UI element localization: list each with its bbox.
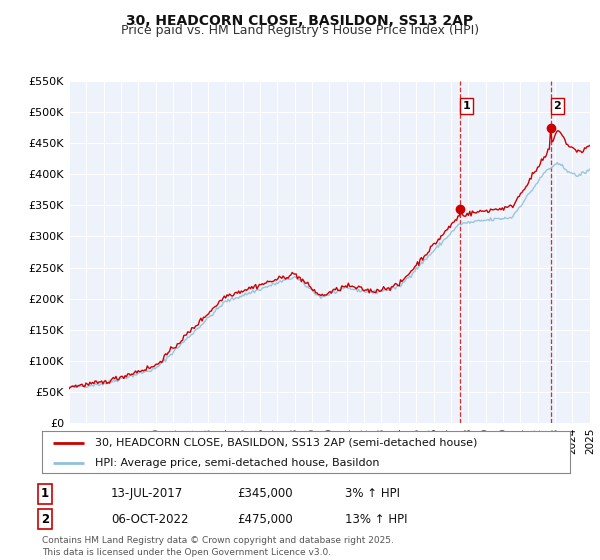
Text: Contains HM Land Registry data © Crown copyright and database right 2025.
This d: Contains HM Land Registry data © Crown c… — [42, 536, 394, 557]
Text: £345,000: £345,000 — [237, 487, 293, 501]
Text: 2: 2 — [41, 512, 49, 526]
Text: £475,000: £475,000 — [237, 512, 293, 526]
Text: 2: 2 — [554, 101, 561, 111]
Text: 3% ↑ HPI: 3% ↑ HPI — [345, 487, 400, 501]
Text: 30, HEADCORN CLOSE, BASILDON, SS13 2AP: 30, HEADCORN CLOSE, BASILDON, SS13 2AP — [127, 14, 473, 28]
Text: 06-OCT-2022: 06-OCT-2022 — [111, 512, 188, 526]
Text: HPI: Average price, semi-detached house, Basildon: HPI: Average price, semi-detached house,… — [95, 458, 379, 468]
Text: 1: 1 — [463, 101, 470, 111]
Text: 13% ↑ HPI: 13% ↑ HPI — [345, 512, 407, 526]
Text: 13-JUL-2017: 13-JUL-2017 — [111, 487, 183, 501]
Text: 30, HEADCORN CLOSE, BASILDON, SS13 2AP (semi-detached house): 30, HEADCORN CLOSE, BASILDON, SS13 2AP (… — [95, 438, 477, 448]
Text: Price paid vs. HM Land Registry's House Price Index (HPI): Price paid vs. HM Land Registry's House … — [121, 24, 479, 37]
Text: 1: 1 — [41, 487, 49, 501]
